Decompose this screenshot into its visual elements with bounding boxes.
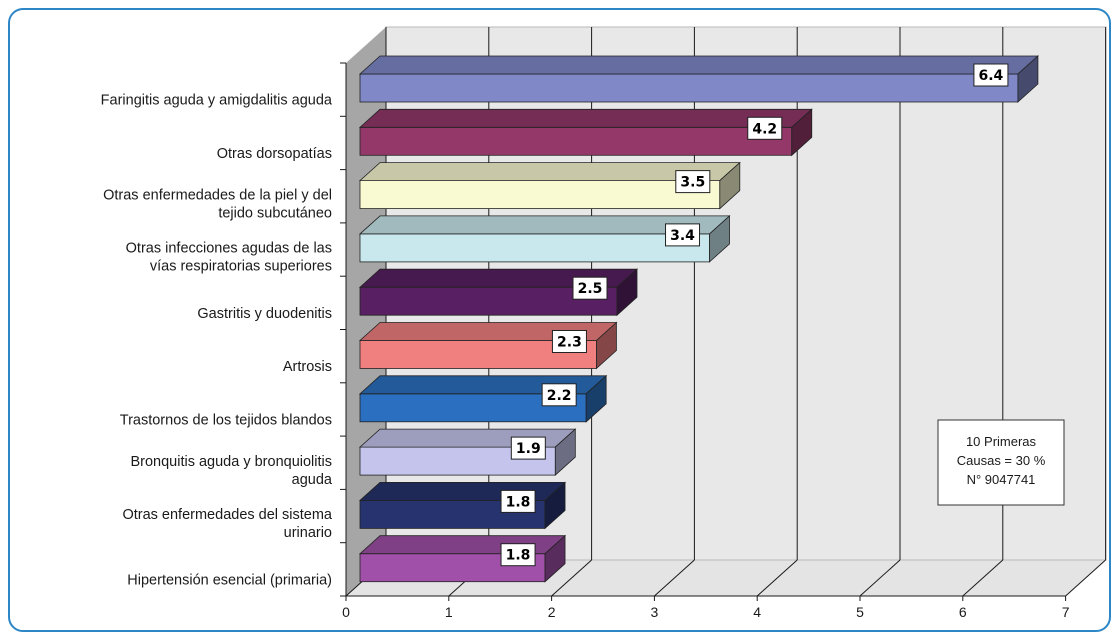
bar-front xyxy=(359,73,1019,103)
category-label: Gastritis y duodenitis xyxy=(197,306,332,322)
data-label: 3.4 xyxy=(670,228,695,244)
data-label: 4.2 xyxy=(752,121,777,137)
annotation-line-2: Causas = 30 % xyxy=(957,453,1046,468)
bar-side xyxy=(596,321,617,370)
gridline-floor xyxy=(962,559,1004,597)
bar-side xyxy=(1017,55,1039,103)
category-label: Trastornos de los tejidos blandos xyxy=(120,412,332,428)
data-label-box xyxy=(572,276,608,300)
gridline-floor xyxy=(1065,559,1106,597)
bar-side xyxy=(719,161,741,210)
category-label: Otras dorsopatías xyxy=(217,146,332,162)
category-label: Otras enfermedades del sistema xyxy=(122,507,332,523)
data-label: 2.3 xyxy=(557,335,582,351)
x-tick-label: 7 xyxy=(1062,604,1070,620)
bar-front xyxy=(359,126,793,156)
x-tick-label: 0 xyxy=(342,604,350,620)
bar-side xyxy=(554,428,576,476)
data-label-box xyxy=(510,436,546,460)
annotation-line-3: N° 9047741 xyxy=(967,472,1036,487)
category-label: Bronquitis aguda y bronquiolitis xyxy=(130,454,332,470)
category-label: Hipertensión esencial (primaria) xyxy=(127,572,332,588)
data-label: 2.5 xyxy=(578,281,603,297)
data-label-box xyxy=(665,223,701,247)
gridline-floor xyxy=(756,559,798,597)
category-label: Otras enfermedades de la piel y del xyxy=(103,187,332,203)
bar-front xyxy=(359,233,710,263)
x-tick-label: 3 xyxy=(651,604,659,620)
bar-side xyxy=(791,108,813,157)
category-label: urinario xyxy=(284,525,332,541)
bar-side xyxy=(585,374,607,423)
bar-chart: 0 1 2 3 4 5 6 7 6.4 Faringitis aguda y amigdalit… xyxy=(8,8,1111,632)
data-label-box xyxy=(747,116,783,140)
data-label: 1.8 xyxy=(506,494,531,510)
data-label: 1.8 xyxy=(506,548,531,564)
category-label: vías respiratorias superiores xyxy=(150,259,332,275)
data-label-box xyxy=(675,170,711,194)
bar-side xyxy=(544,481,566,530)
bar-side xyxy=(544,534,566,583)
bar-front xyxy=(359,180,721,210)
data-label-box xyxy=(551,330,587,353)
data-label-box xyxy=(973,63,1009,87)
category-label: Faringitis aguda y amigdalitis aguda xyxy=(101,93,333,109)
data-label: 1.9 xyxy=(516,441,541,457)
category-label: aguda xyxy=(292,472,333,488)
gridline-floor xyxy=(654,559,695,597)
gridline-floor xyxy=(859,559,901,597)
category-label: tejido subcutáneo xyxy=(218,205,332,221)
bar-top xyxy=(358,55,1039,75)
x-tick-label: 6 xyxy=(959,604,967,620)
data-label: 3.5 xyxy=(680,175,705,191)
annotation-box: 10 Primeras Causas = 30 % N° 9047741 xyxy=(937,419,1065,506)
bar-side xyxy=(709,215,730,263)
x-tick-label: 4 xyxy=(753,604,761,620)
category-label: Otras infecciones agudas de las xyxy=(126,241,332,257)
data-label: 2.2 xyxy=(547,388,572,404)
data-label: 6.4 xyxy=(979,68,1004,84)
category-label: Artrosis xyxy=(283,359,332,375)
data-label-box xyxy=(500,543,536,567)
gridline-floor xyxy=(551,559,592,597)
x-tick-label: 2 xyxy=(548,604,556,620)
x-tick-label: 5 xyxy=(856,604,864,620)
data-label-box xyxy=(541,383,577,407)
annotation-line-1: 10 Primeras xyxy=(966,434,1037,449)
x-tick-label: 1 xyxy=(445,604,453,620)
bar-side xyxy=(616,268,638,317)
chart-frame: 0 1 2 3 4 5 6 7 6.4 Faringitis aguda y amigdalit… xyxy=(8,8,1112,633)
data-label-box xyxy=(500,489,536,513)
bar-top xyxy=(358,108,813,128)
